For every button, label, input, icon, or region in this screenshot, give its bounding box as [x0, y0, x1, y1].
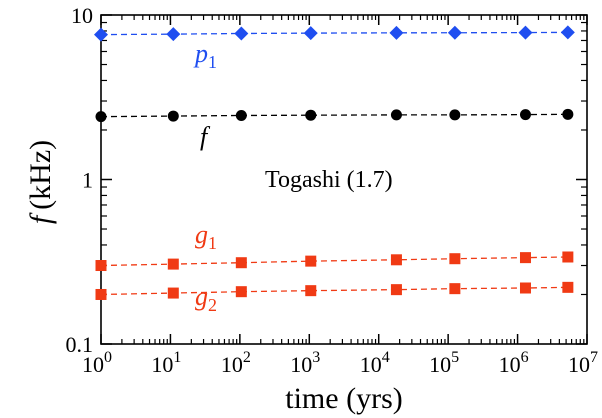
marker-f: [95, 111, 107, 123]
marker-p1: [389, 25, 404, 40]
y-axis-title: f(kHz): [24, 140, 57, 224]
series-label-p1: p1: [193, 39, 217, 72]
marker-g2: [167, 287, 179, 299]
x-tick-label: 107: [568, 349, 598, 377]
minor-ticks: [101, 15, 587, 344]
x-axis-title: time (yrs): [285, 382, 402, 415]
marker-p1: [94, 27, 108, 42]
marker-f: [305, 109, 317, 121]
marker-f: [449, 109, 461, 121]
x-tick-labels: 100 101 102 103 104 105 106 107: [82, 349, 598, 377]
x-tick-label: 104: [360, 349, 390, 377]
marker-g2: [95, 288, 107, 300]
marker-g1: [562, 251, 574, 263]
series-lines: [100, 31, 568, 296]
marker-p1: [447, 25, 462, 40]
marker-f: [519, 109, 531, 121]
series-line-f: [100, 113, 568, 118]
marker-g1: [519, 252, 531, 264]
marker-f: [235, 109, 247, 121]
marker-p1: [234, 26, 249, 41]
y-tick-label: 10: [71, 3, 93, 28]
series-line-p1: [100, 31, 568, 36]
series-label-g2: g2: [195, 282, 217, 315]
marker-f: [390, 109, 402, 121]
chart-annotation: Togashi (1.7): [265, 167, 393, 193]
marker-p1: [303, 26, 318, 41]
marker-g1: [390, 254, 402, 266]
marker-g1: [235, 257, 247, 269]
marker-g2: [235, 286, 247, 298]
x-tick-label: 101: [151, 349, 181, 377]
marker-g1: [449, 253, 461, 265]
x-tick-label: 100: [82, 349, 112, 377]
y-tick-label: 0.1: [66, 332, 94, 357]
marker-g2: [390, 284, 402, 296]
marker-g2: [449, 283, 461, 295]
marker-f: [167, 110, 179, 122]
marker-p1: [560, 25, 575, 40]
series-line-g2: [100, 286, 568, 296]
x-tick-label: 106: [499, 349, 529, 377]
x-tick-label: 103: [290, 349, 320, 377]
marker-p1: [166, 27, 181, 42]
series-label-f: f: [200, 122, 211, 151]
marker-g2: [305, 285, 317, 297]
series-label-g1: g1: [195, 220, 217, 253]
y-tick-label: 1: [82, 168, 93, 193]
series-line-g1: [100, 256, 568, 267]
marker-g1: [305, 255, 317, 267]
marker-g1: [95, 260, 107, 272]
x-tick-label: 102: [221, 349, 251, 377]
major-ticks: [100, 14, 588, 345]
marker-f: [562, 108, 574, 120]
y-tick-labels: 0.1 1 10: [66, 3, 94, 357]
marker-g2: [562, 281, 574, 293]
series-markers: [94, 25, 575, 300]
marker-g2: [519, 282, 531, 294]
marker-g1: [167, 258, 179, 270]
marker-p1: [518, 25, 533, 40]
x-tick-label: 105: [429, 349, 459, 377]
